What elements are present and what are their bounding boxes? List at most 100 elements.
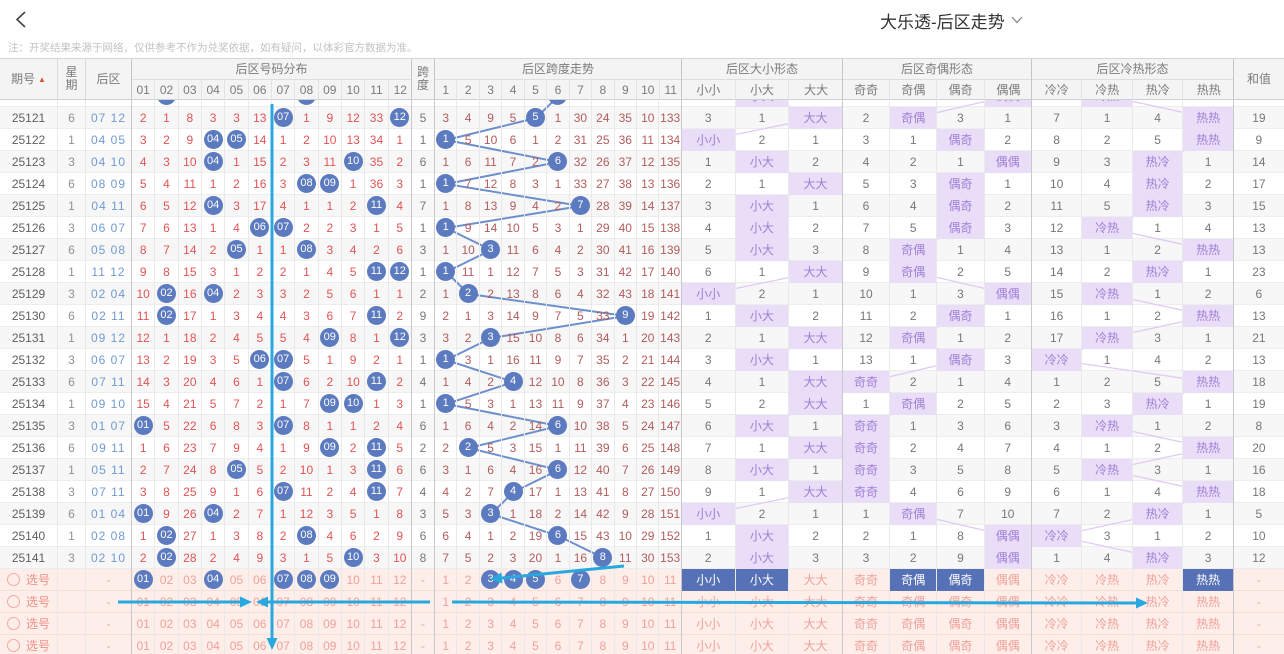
pick-parity-chip[interactable]: 偶奇: [937, 591, 985, 613]
pick-span-number[interactable]: 7: [570, 613, 593, 635]
pick-number[interactable]: 06: [249, 569, 272, 591]
pick-span-number[interactable]: 1: [435, 635, 458, 654]
pick-span-number[interactable]: 6: [547, 569, 570, 591]
pick-number[interactable]: 10: [342, 635, 366, 654]
pick-span-number[interactable]: 3: [480, 613, 503, 635]
pick-size-chip[interactable]: 小大: [736, 635, 790, 654]
pick-number[interactable]: 04: [202, 569, 226, 591]
pick-radio[interactable]: [6, 572, 20, 586]
pick-size-chip[interactable]: 大大: [789, 569, 843, 591]
pick-number[interactable]: 06: [249, 591, 272, 613]
pick-hotcold-chip[interactable]: 冷热: [1082, 613, 1133, 635]
pick-number[interactable]: 11: [365, 569, 389, 591]
pick-number[interactable]: 01: [132, 569, 156, 591]
pick-size-chip[interactable]: 大大: [789, 591, 843, 613]
pick-span-number[interactable]: 4: [502, 569, 525, 591]
back-button[interactable]: [14, 10, 32, 30]
pick-span-number[interactable]: 8: [592, 569, 615, 591]
pick-label[interactable]: 选号: [25, 595, 50, 609]
pick-size-chip[interactable]: 小小: [682, 635, 736, 654]
pick-number[interactable]: 08: [295, 613, 319, 635]
pick-span-number[interactable]: 6: [547, 635, 570, 654]
pick-parity-chip[interactable]: 偶偶: [985, 569, 1032, 591]
pick-number[interactable]: 04: [202, 613, 226, 635]
pick-number[interactable]: 12: [389, 591, 412, 613]
pick-radio[interactable]: [6, 616, 20, 630]
header-period[interactable]: 期号 ▲: [0, 59, 58, 99]
pick-hotcold-chip[interactable]: 热热: [1183, 569, 1234, 591]
pick-number[interactable]: 05: [225, 569, 249, 591]
pick-size-chip[interactable]: 大大: [789, 635, 843, 654]
pick-hotcold-chip[interactable]: 冷热: [1082, 635, 1133, 654]
pick-number[interactable]: 03: [179, 613, 202, 635]
pick-span-number[interactable]: 9: [615, 569, 638, 591]
pick-number[interactable]: 04: [202, 591, 226, 613]
pick-number[interactable]: 02: [155, 635, 179, 654]
pick-number[interactable]: 09: [319, 569, 342, 591]
pick-span-number[interactable]: 11: [659, 569, 682, 591]
pick-parity-chip[interactable]: 偶偶: [985, 613, 1032, 635]
pick-span-number[interactable]: 4: [502, 613, 525, 635]
pick-span-number[interactable]: 10: [637, 569, 660, 591]
page-title[interactable]: 大乐透-后区走势: [880, 8, 1023, 32]
pick-number[interactable]: 07: [272, 613, 296, 635]
pick-label[interactable]: 选号: [25, 573, 50, 587]
pick-hotcold-chip[interactable]: 冷冷: [1032, 591, 1083, 613]
pick-label[interactable]: 选号: [25, 639, 50, 653]
pick-number[interactable]: 08: [295, 569, 319, 591]
pick-span-number[interactable]: 6: [547, 613, 570, 635]
pick-hotcold-chip[interactable]: 热冷: [1133, 591, 1184, 613]
pick-span-number[interactable]: 1: [435, 569, 458, 591]
pick-span-number[interactable]: 2: [457, 591, 480, 613]
pick-number[interactable]: 12: [389, 569, 412, 591]
pick-size-chip[interactable]: 小小: [682, 613, 736, 635]
pick-parity-chip[interactable]: 偶奇: [937, 569, 985, 591]
pick-span-number[interactable]: 6: [547, 591, 570, 613]
pick-parity-chip[interactable]: 奇奇: [843, 591, 891, 613]
pick-span-number[interactable]: 2: [457, 569, 480, 591]
pick-hotcold-chip[interactable]: 热热: [1183, 635, 1234, 654]
pick-number[interactable]: 09: [319, 613, 342, 635]
pick-number[interactable]: 09: [319, 591, 342, 613]
pick-size-chip[interactable]: 小小: [682, 591, 736, 613]
pick-number[interactable]: 03: [179, 635, 202, 654]
pick-hotcold-chip[interactable]: 冷热: [1082, 569, 1133, 591]
pick-span-number[interactable]: 4: [502, 591, 525, 613]
pick-hotcold-chip[interactable]: 热冷: [1133, 569, 1184, 591]
pick-number[interactable]: 03: [179, 591, 202, 613]
pick-number[interactable]: 07: [272, 635, 296, 654]
pick-hotcold-chip[interactable]: 冷冷: [1032, 569, 1083, 591]
pick-hotcold-chip[interactable]: 热冷: [1133, 613, 1184, 635]
pick-number[interactable]: 11: [365, 591, 389, 613]
pick-number[interactable]: 12: [389, 613, 412, 635]
pick-parity-chip[interactable]: 奇奇: [843, 569, 891, 591]
pick-span-number[interactable]: 5: [525, 569, 548, 591]
pick-label[interactable]: 选号: [25, 617, 50, 631]
pick-number[interactable]: 07: [272, 591, 296, 613]
pick-span-number[interactable]: 10: [637, 635, 660, 654]
pick-span-number[interactable]: 9: [615, 591, 638, 613]
pick-number[interactable]: 05: [225, 613, 249, 635]
pick-number[interactable]: 08: [295, 591, 319, 613]
pick-number[interactable]: 05: [225, 635, 249, 654]
pick-number[interactable]: 06: [249, 635, 272, 654]
pick-span-number[interactable]: 1: [435, 613, 458, 635]
pick-parity-chip[interactable]: 奇奇: [843, 635, 891, 654]
pick-number[interactable]: 08: [295, 635, 319, 654]
pick-number[interactable]: 07: [272, 569, 296, 591]
pick-span-number[interactable]: 2: [457, 635, 480, 654]
pick-number[interactable]: 02: [155, 613, 179, 635]
pick-hotcold-chip[interactable]: 热热: [1183, 591, 1234, 613]
pick-parity-chip[interactable]: 奇奇: [843, 613, 891, 635]
pick-number[interactable]: 09: [319, 635, 342, 654]
pick-span-number[interactable]: 11: [659, 591, 682, 613]
pick-size-chip[interactable]: 小大: [736, 613, 790, 635]
pick-span-number[interactable]: 7: [570, 635, 593, 654]
pick-number[interactable]: 11: [365, 613, 389, 635]
pick-number[interactable]: 02: [155, 591, 179, 613]
pick-span-number[interactable]: 8: [592, 613, 615, 635]
pick-parity-chip[interactable]: 奇偶: [890, 613, 938, 635]
pick-parity-chip[interactable]: 偶奇: [937, 613, 985, 635]
pick-span-number[interactable]: 5: [525, 591, 548, 613]
pick-radio[interactable]: [6, 638, 20, 652]
